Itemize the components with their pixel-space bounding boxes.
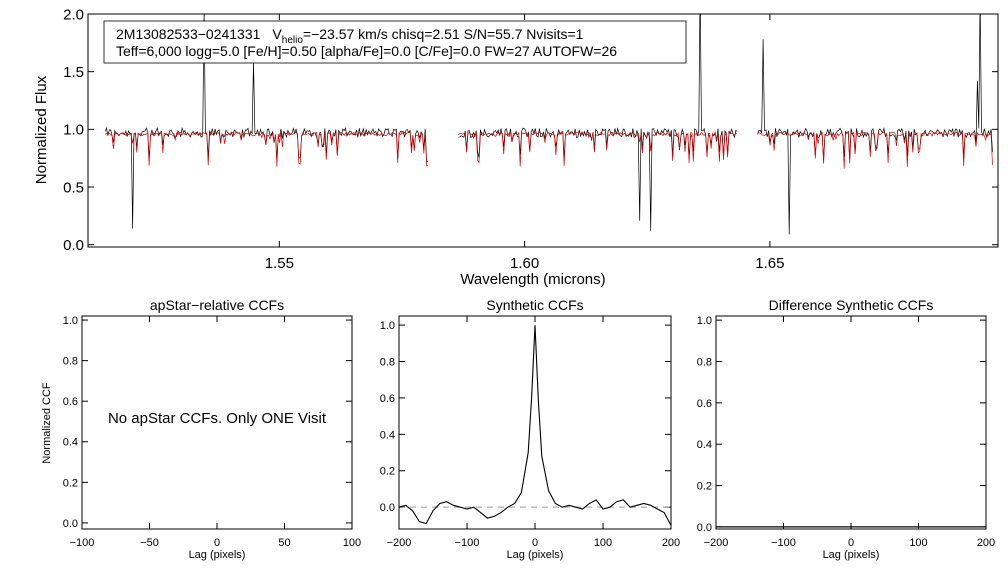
no-ccf-message: No apStar CCFs. Only ONE Visit <box>108 410 327 427</box>
synthetic-ccf-y-tick-label: 0.0 <box>380 502 395 514</box>
apstar-ccf-y-tick-label: 0.6 <box>63 396 78 408</box>
velocity-and-stats: =−23.57 km/s chisq=2.51 S/N=55.7 Nvisits… <box>303 26 584 42</box>
synthetic-ccf-x-tick-label: 100 <box>594 537 612 549</box>
synthetic-ccf-axis-ticks: −200 −100 0 100 200 0.0 0.2 0.4 0.6 0.8 1.0 <box>380 316 680 549</box>
synthetic-ccf-x-tick-label: 0 <box>532 537 538 549</box>
star-id: 2M13082533−0241331 <box>116 26 261 42</box>
apstar-ccf-x-tick-label: −50 <box>140 537 159 549</box>
difference-ccf-x-tick-label: 200 <box>977 537 995 549</box>
difference-ccf-y-tick-label: 0.8 <box>697 356 712 368</box>
stellar-params-box <box>103 20 687 64</box>
difference-ccf-panel: −200 −100 0 100 200 0.0 0.2 0.4 0.6 0.8 1.0 Differ… <box>697 297 995 561</box>
spectrum-y-tick-label: 1.5 <box>63 64 84 81</box>
difference-ccf-y-tick-label: 0.2 <box>697 481 712 493</box>
spectrum-x-tick-label: 1.55 <box>265 255 294 272</box>
spectrum-y-tick-label: 2.0 <box>63 6 84 23</box>
apstar-ccf-x-tick-label: 0 <box>214 537 220 549</box>
difference-ccf-y-tick-label: 1.0 <box>697 315 712 327</box>
spectrum-y-tick-label: 1.0 <box>63 122 84 139</box>
spectrum-panel: 1.55 1.60 1.65 0.0 0.5 1.0 1.5 2.0 2M13082533−0… <box>33 6 999 288</box>
apstar-ccf-axis-ticks: −100 −50 0 50 100 0.0 0.2 0.4 0.6 0.8 1.0 <box>63 315 361 549</box>
difference-ccf-title: Difference Synthetic CCFs <box>769 297 934 313</box>
difference-ccf-y-tick-label: 0.0 <box>697 522 712 534</box>
synthetic-ccf-y-tick-label: 1.0 <box>380 320 395 332</box>
apstar-ccf-y-tick-label: 1.0 <box>63 315 78 327</box>
synthetic-ccf-x-tick-label: 200 <box>662 537 680 549</box>
difference-ccf-x-tick-label: 100 <box>909 537 927 549</box>
velocity-subscript: helio <box>282 35 304 46</box>
synthetic-ccf-y-tick-label: 0.4 <box>380 429 395 441</box>
spectrum-y-axis-label: Normalized Flux <box>33 75 50 184</box>
stellar-params-line-2: Teff=6,000 logg=5.0 [Fe/H]=0.50 [alpha/F… <box>116 43 617 59</box>
velocity-symbol: V <box>272 26 282 42</box>
apstar-ccf-x-axis-label: Lag (pixels) <box>189 549 246 561</box>
synthetic-ccf-y-tick-label: 0.8 <box>380 356 395 368</box>
model-spectrum-line <box>104 131 993 169</box>
apstar-ccf-y-tick-label: 0.8 <box>63 356 78 368</box>
difference-ccf-x-tick-label: −100 <box>771 537 796 549</box>
spectrum-plot-frame <box>87 13 999 248</box>
synthetic-ccf-series-group <box>398 325 672 526</box>
stellar-params-line-1: 2M13082533−0241331 Vhelio=−23.57 km/s chi… <box>116 26 584 46</box>
spectrum-x-tick-label: 1.65 <box>755 255 784 272</box>
difference-ccf-x-axis-label: Lag (pixels) <box>823 549 880 561</box>
difference-ccf-axis-ticks: −200 −100 0 100 200 0.0 0.2 0.4 0.6 0.8 1.0 <box>697 315 995 549</box>
synthetic-ccf-y-tick-label: 0.6 <box>380 393 395 405</box>
apstar-ccf-y-tick-label: 0.0 <box>63 518 78 530</box>
difference-ccf-frame <box>715 315 987 530</box>
spectrum-x-tick-label: 1.60 <box>510 255 539 272</box>
synthetic-ccf-x-tick-label: −100 <box>455 537 480 549</box>
difference-ccf-x-tick-label: −200 <box>704 537 729 549</box>
spectrum-axis-ticks: 1.55 1.60 1.65 0.0 0.5 1.0 1.5 2.0 <box>63 6 998 272</box>
apstar-ccf-x-tick-label: −100 <box>70 537 95 549</box>
apstar-ccf-y-tick-label: 0.4 <box>63 437 78 449</box>
spectrum-y-tick-label: 0.5 <box>63 179 84 196</box>
apstar-ccf-y-tick-label: 0.2 <box>63 477 78 489</box>
apstar-ccf-x-tick-label: 100 <box>343 537 361 549</box>
spectrum-x-axis-label: Wavelength (microns) <box>460 271 605 288</box>
difference-ccf-x-tick-label: 0 <box>848 537 854 549</box>
difference-ccf-y-tick-label: 0.4 <box>697 439 712 451</box>
synthetic-ccf-panel: −200 −100 0 100 200 0.0 0.2 0.4 0.6 0.8 1.0 Synthe… <box>380 297 680 561</box>
apstar-ccf-title: apStar−relative CCFs <box>150 297 284 313</box>
apstar-ccf-y-axis-label: Normalized CCF <box>41 382 53 464</box>
apstar-ccf-panel: −100 −50 0 50 100 0.0 0.2 0.4 0.6 0.8 1.0 apStar−r… <box>41 297 361 561</box>
synthetic-ccf-title: Synthetic CCFs <box>486 297 583 313</box>
synthetic-ccf-line <box>398 325 672 526</box>
spectrum-series-group <box>104 14 993 235</box>
spectrum-y-tick-label: 0.0 <box>63 237 84 254</box>
synthetic-ccf-frame <box>398 315 672 530</box>
apstar-ccf-x-tick-label: 50 <box>278 537 290 549</box>
synthetic-ccf-y-tick-label: 0.2 <box>380 466 395 478</box>
synthetic-ccf-x-tick-label: −200 <box>387 537 412 549</box>
synthetic-ccf-x-axis-label: Lag (pixels) <box>507 549 564 561</box>
difference-ccf-y-tick-label: 0.6 <box>697 398 712 410</box>
